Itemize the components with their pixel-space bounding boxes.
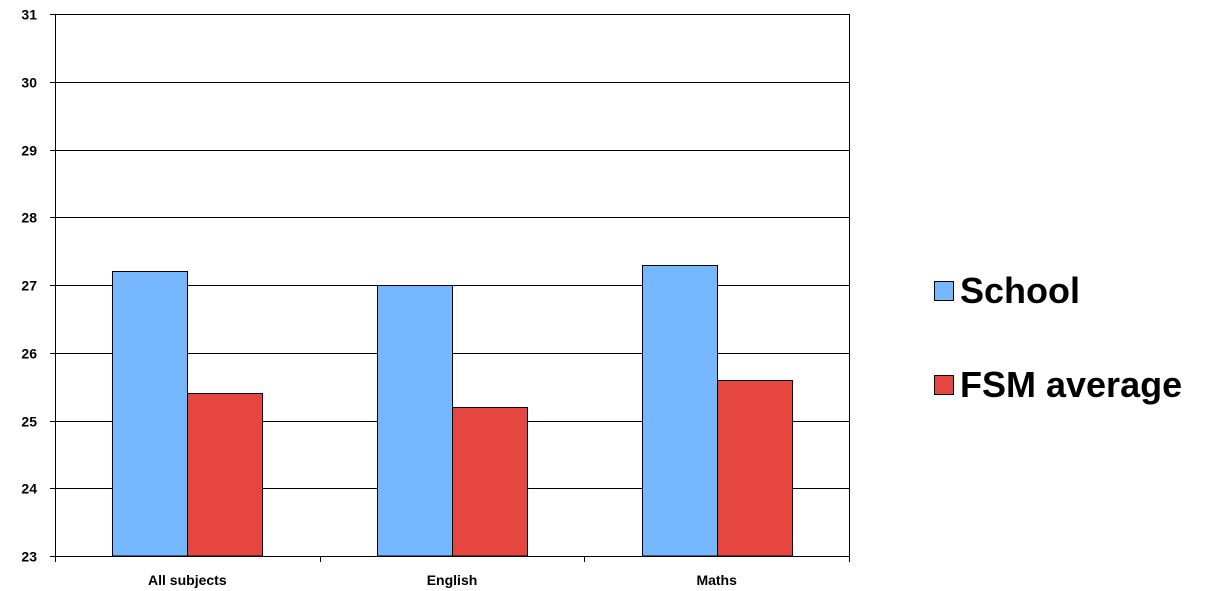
bar-school: [377, 285, 453, 557]
y-tick-label: 28: [21, 210, 37, 226]
x-tick-label: Maths: [696, 572, 737, 588]
y-tick-label: 23: [21, 549, 37, 565]
legend-label-school: School: [960, 270, 1081, 311]
y-tick-label: 26: [21, 346, 37, 362]
y-tick-label: 31: [21, 7, 37, 23]
bars: [112, 265, 793, 557]
legend-item-fsm-average: FSM average: [934, 360, 1182, 410]
y-axis-ticks: 23 24 25 26 27 28 29 30 31: [21, 7, 55, 565]
bar-school: [642, 265, 718, 557]
x-tick-label: English: [427, 572, 478, 588]
y-tick-label: 29: [21, 143, 37, 159]
x-tick-label: All subjects: [148, 572, 227, 588]
y-tick-label: 27: [21, 278, 37, 294]
legend-swatch-fsm-average: [934, 375, 954, 395]
y-tick-label: 30: [21, 75, 37, 91]
legend-item-school: School: [934, 266, 1080, 316]
legend-swatch-school: [934, 281, 954, 301]
bar-fsm-average: [187, 393, 263, 557]
bar-fsm-average: [717, 380, 793, 557]
bar-fsm-average: [452, 407, 528, 557]
y-tick-label: 24: [21, 481, 37, 497]
x-axis-ticks: All subjects English Maths: [55, 556, 850, 588]
bar-school: [112, 271, 188, 557]
y-tick-label: 25: [21, 414, 37, 430]
legend-label-fsm-average: FSM average: [960, 364, 1183, 405]
